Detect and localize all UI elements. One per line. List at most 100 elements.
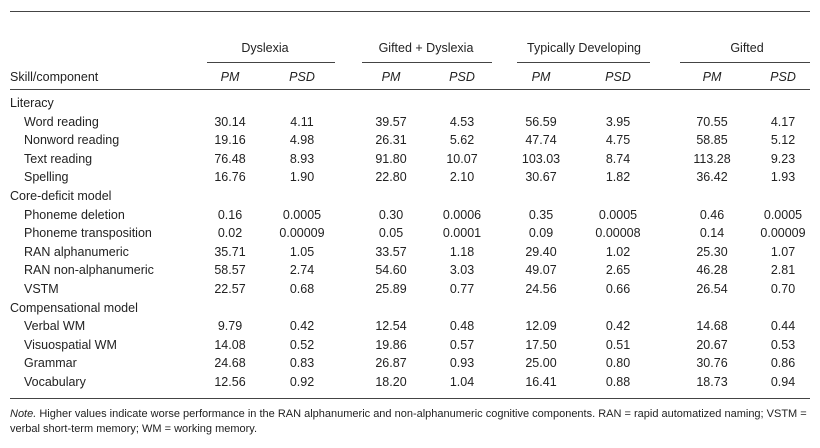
psd-column-header: PSD: [289, 70, 315, 84]
group-header: Dyslexia: [241, 41, 289, 55]
table-cell: 3.95: [605, 115, 631, 129]
group-underline: [680, 62, 810, 63]
psd-column-header: PSD: [605, 70, 631, 84]
row-label: Spelling: [24, 170, 69, 184]
table-cell: 19.86: [375, 338, 407, 352]
group-header: Typically Developing: [527, 41, 641, 55]
table-cell: 35.71: [214, 245, 246, 259]
table-cell: 49.07: [525, 263, 557, 277]
table-cell: 24.68: [214, 356, 246, 370]
table-cell: 30.76: [696, 356, 728, 370]
table-cell: 0.92: [289, 375, 315, 389]
table-cell: 0.51: [605, 338, 631, 352]
table-cell: 0.52: [289, 338, 315, 352]
table-cell: 1.90: [289, 170, 315, 184]
row-label: Nonword reading: [24, 133, 120, 147]
table-cell: 20.67: [696, 338, 728, 352]
table-cell: 16.76: [214, 170, 246, 184]
row-label: Verbal WM: [24, 319, 86, 333]
row-label: Phoneme transposition: [24, 226, 152, 240]
table-cell: 0.86: [770, 356, 796, 370]
table-cell: 30.67: [525, 170, 557, 184]
table-cell: 17.50: [525, 338, 557, 352]
table-cell: 36.42: [696, 170, 728, 184]
table-cell: 39.57: [375, 115, 407, 129]
group-underline: [207, 62, 335, 63]
row-label: Text reading: [24, 152, 93, 166]
table-cell: 0.0005: [282, 208, 322, 222]
table-cell: 19.16: [214, 133, 246, 147]
row-label: VSTM: [24, 282, 59, 296]
table-cell: 0.46: [699, 208, 725, 222]
table-cell: 46.28: [696, 263, 728, 277]
header-bottom-rule: [10, 89, 810, 90]
psd-column-header: PSD: [449, 70, 475, 84]
table-cell: 91.80: [375, 152, 407, 166]
table-cell: 1.07: [770, 245, 796, 259]
table-cell: 26.87: [375, 356, 407, 370]
section-title: Literacy: [10, 96, 54, 110]
table-cell: 25.30: [696, 245, 728, 259]
pm-column-header: PM: [531, 70, 551, 84]
table-cell: 26.31: [375, 133, 407, 147]
table-cell: 0.88: [605, 375, 631, 389]
row-label: Visuospatial WM: [24, 338, 117, 352]
pm-column-header: PM: [381, 70, 401, 84]
table-cell: 0.42: [289, 319, 315, 333]
note-label: Note.: [10, 408, 37, 420]
table-cell: 0.44: [770, 319, 796, 333]
table-cell: 2.65: [605, 263, 631, 277]
table-cell: 0.0005: [598, 208, 638, 222]
table-cell: 0.14: [699, 226, 725, 240]
table-cell: 0.16: [217, 208, 243, 222]
table-cell: 2.81: [770, 263, 796, 277]
table-cell: 1.93: [770, 170, 796, 184]
group-underline: [362, 62, 492, 63]
table-cell: 54.60: [375, 263, 407, 277]
table-cell: 18.20: [375, 375, 407, 389]
table-cell: 5.62: [449, 133, 475, 147]
table-cell: 0.00009: [279, 226, 325, 240]
table-cell: 30.14: [214, 115, 246, 129]
table-cell: 16.41: [525, 375, 557, 389]
table-cell: 25.00: [525, 356, 557, 370]
table-cell: 0.83: [289, 356, 315, 370]
table-cell: 1.82: [605, 170, 631, 184]
table-cell: 58.85: [696, 133, 728, 147]
table-cell: 4.75: [605, 133, 631, 147]
table-cell: 0.66: [605, 282, 631, 296]
table-cell: 1.02: [605, 245, 631, 259]
table-cell: 10.07: [446, 152, 478, 166]
table-cell: 58.57: [214, 263, 246, 277]
row-label: Word reading: [24, 115, 99, 129]
table-cell: 3.03: [449, 263, 475, 277]
table-bottom-rule: [10, 398, 810, 399]
table-cell: 2.74: [289, 263, 315, 277]
table-cell: 0.0006: [442, 208, 482, 222]
section-title: Compensational model: [10, 301, 138, 315]
table-cell: 0.42: [605, 319, 631, 333]
table-cell: 33.57: [375, 245, 407, 259]
table-cell: 2.10: [449, 170, 475, 184]
table-cell: 0.57: [449, 338, 475, 352]
table-cell: 4.98: [289, 133, 315, 147]
row-label: RAN alphanumeric: [24, 245, 129, 259]
note-text: Higher values indicate worse performance…: [10, 408, 807, 435]
table-cell: 103.03: [521, 152, 561, 166]
table-cell: 5.12: [770, 133, 796, 147]
table-cell: 12.09: [525, 319, 557, 333]
table-cell: 0.68: [289, 282, 315, 296]
table-cell: 25.89: [375, 282, 407, 296]
table-cell: 14.08: [214, 338, 246, 352]
table-cell: 0.80: [605, 356, 631, 370]
row-label: Vocabulary: [24, 375, 86, 389]
table-cell: 0.53: [770, 338, 796, 352]
table-cell: 8.93: [289, 152, 315, 166]
row-header-label: Skill/component: [10, 70, 99, 84]
table-cell: 4.53: [449, 115, 475, 129]
table-cell: 0.35: [528, 208, 554, 222]
table-cell: 4.11: [290, 115, 314, 129]
table-cell: 0.70: [770, 282, 796, 296]
table-cell: 1.18: [449, 245, 475, 259]
table-cell: 1.05: [289, 245, 315, 259]
